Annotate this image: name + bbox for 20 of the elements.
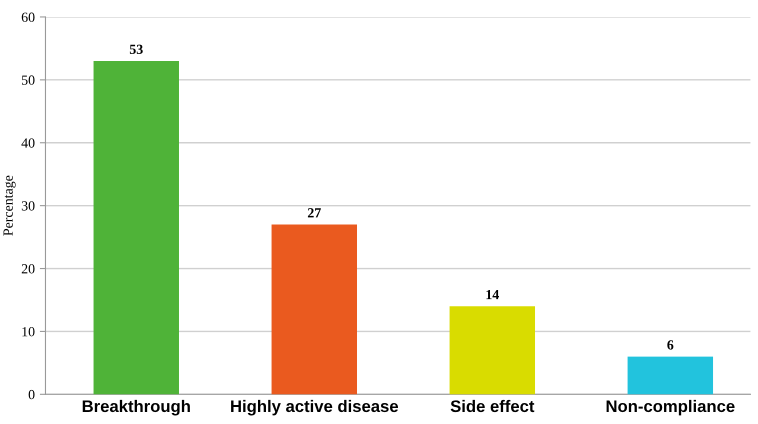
data-label: 14 xyxy=(486,290,499,300)
x-tick-label: Non-compliance xyxy=(606,400,735,416)
y-tick-label: 60 xyxy=(22,12,35,22)
y-axis-title: Percentage xyxy=(4,176,16,236)
data-label: 27 xyxy=(308,208,321,218)
bar xyxy=(272,224,358,394)
x-tick-label: Highly active disease xyxy=(231,400,398,416)
y-tick-label: 30 xyxy=(22,201,35,211)
bar xyxy=(94,60,179,394)
data-label: 53 xyxy=(130,44,143,54)
bar xyxy=(628,356,714,394)
x-tick-label: Side effect xyxy=(450,400,534,412)
x-tick-label: Breakthrough xyxy=(82,400,190,416)
y-tick-label: 40 xyxy=(21,138,35,148)
data-label: 6 xyxy=(667,340,674,350)
y-tick-label: 10 xyxy=(22,327,35,336)
y-tick-label: 50 xyxy=(22,75,35,85)
y-tick-label: 20 xyxy=(22,264,35,274)
y-tick-label: 0 xyxy=(28,390,35,400)
bar xyxy=(450,306,536,394)
